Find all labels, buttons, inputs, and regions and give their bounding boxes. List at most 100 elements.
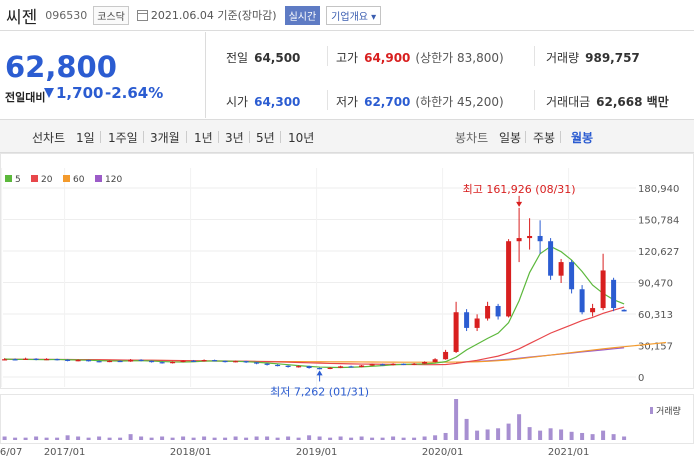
volume-bar — [328, 437, 333, 440]
volume-bar — [202, 436, 207, 440]
candle-body — [537, 235, 543, 242]
volume-bar — [359, 436, 364, 440]
stock-code: 096530 — [45, 8, 88, 22]
legend-swatch — [95, 175, 102, 182]
candle-body — [180, 360, 186, 362]
volume-bar — [538, 430, 543, 440]
divider — [186, 131, 187, 143]
volume-bar — [433, 435, 438, 440]
candle-body — [233, 361, 239, 363]
tab-candle-chart[interactable]: 봉차트 — [455, 131, 489, 145]
volume-bar — [317, 436, 322, 440]
volume-bar — [244, 437, 249, 440]
tab-line-chart[interactable]: 선차트 — [32, 131, 66, 145]
divider — [100, 131, 101, 143]
volume-bar — [23, 437, 28, 440]
volume-bar — [139, 436, 144, 440]
candle-body — [128, 359, 134, 362]
volume-bar — [65, 435, 70, 440]
candle-body — [243, 361, 249, 363]
candle-body — [411, 363, 417, 365]
tab-period-1y[interactable]: 1년 — [194, 131, 213, 145]
volume-bar — [2, 436, 7, 440]
candle-body — [96, 361, 102, 363]
candle-body — [159, 362, 165, 364]
candle-body — [65, 359, 71, 361]
volume-bar — [559, 429, 564, 440]
volume-bar — [76, 436, 81, 440]
stat-value: 62,700 — [364, 95, 411, 109]
tab-period-10y[interactable]: 10년 — [288, 131, 315, 145]
divider — [560, 131, 561, 143]
volume-bar — [611, 434, 616, 440]
market-badge: 코스닥 — [93, 5, 129, 25]
tab-period-5y[interactable]: 5년 — [256, 131, 275, 145]
volume-bar — [286, 436, 291, 440]
candle-body — [380, 364, 386, 366]
candle-body — [23, 358, 29, 360]
x-tick-label: 2019/01 — [296, 447, 338, 458]
volume-bar — [223, 437, 228, 440]
change-amount-value: 1,700 — [56, 84, 104, 102]
candle-body — [432, 359, 438, 362]
candle-body — [548, 241, 554, 276]
divider — [525, 131, 526, 143]
tab-daily[interactable]: 일봉 — [499, 131, 522, 145]
volume-legend-label: 거래량 — [656, 405, 681, 417]
candle-body — [117, 360, 123, 363]
stat-value: 64,300 — [254, 95, 301, 109]
divider — [534, 46, 535, 66]
tab-weekly[interactable]: 주봉 — [533, 131, 556, 145]
volume-legend-swatch — [650, 407, 653, 414]
x-tick-label: 2017/01 — [44, 447, 86, 458]
stat-label: 고가 — [336, 51, 359, 65]
candle-body — [569, 262, 575, 290]
stat-label: 저가 — [336, 95, 359, 109]
ma5-line — [4, 245, 625, 369]
price-panel — [0, 32, 206, 118]
candle-body — [390, 363, 396, 366]
candle-body — [558, 262, 564, 276]
stat-value: 64,500 — [254, 51, 301, 65]
candle-body — [506, 241, 512, 317]
volume-bar — [370, 437, 375, 440]
volume-bar — [170, 437, 175, 440]
y-tick-label: 30,157 — [638, 341, 673, 352]
tab-period-1w[interactable]: 1주일 — [108, 131, 138, 145]
candle-body — [222, 360, 228, 363]
candle-body — [201, 360, 207, 362]
candle-body — [359, 365, 365, 367]
volume-bar — [569, 431, 574, 440]
volume-bar — [548, 428, 553, 440]
tab-monthly[interactable]: 월봉 — [571, 131, 594, 145]
stat-amount: 거래대금 62,668 백만 — [546, 93, 669, 110]
realtime-button[interactable]: 실시간 — [284, 5, 321, 25]
volume-bar — [454, 399, 459, 440]
candle-body — [621, 309, 627, 312]
company-overview-button[interactable]: 기업개요 ▾ — [326, 5, 382, 25]
change-amount: 1,700 — [44, 84, 103, 102]
stat-low: 저가 62,700 (하한가 45,200) — [336, 93, 504, 110]
stat-value: 64,900 — [364, 51, 411, 65]
volume-bar — [13, 437, 18, 440]
divider — [218, 131, 219, 143]
volume-bar — [590, 434, 595, 440]
volume-bar — [233, 436, 238, 440]
stock-name: 씨젠 — [6, 7, 38, 28]
candle-body — [33, 358, 39, 360]
volume-bar — [212, 437, 217, 440]
candle-body — [44, 359, 50, 361]
tab-period-3y[interactable]: 3년 — [225, 131, 244, 145]
volume-bar — [401, 437, 406, 440]
candle-body — [75, 360, 81, 362]
base-date: 2021.06.04 기준(장마감) — [150, 9, 277, 22]
low-annotation: 최저 7,262 (01/31) — [270, 385, 369, 398]
volume-bar — [181, 436, 186, 440]
candle-body — [107, 360, 113, 363]
tab-period-3m[interactable]: 3개월 — [150, 131, 180, 145]
company-overview-label: 기업개요 — [331, 11, 368, 23]
volume-bar — [391, 436, 396, 440]
y-tick-label: 180,940 — [638, 184, 679, 195]
tab-period-1d[interactable]: 1일 — [76, 131, 95, 145]
